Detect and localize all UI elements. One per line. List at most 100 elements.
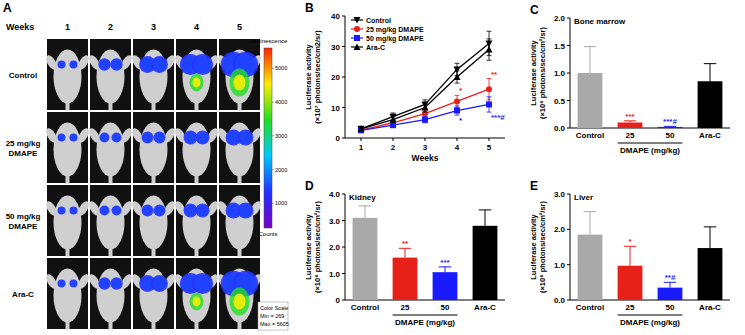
y-tick	[342, 220, 345, 221]
colorbar-tick-label: 4000	[275, 99, 287, 105]
error-bar	[479, 210, 491, 226]
image-bg	[133, 39, 174, 110]
x-tick-label: 25	[626, 303, 635, 312]
bar	[393, 258, 418, 300]
image-bg	[176, 185, 217, 256]
group-label-line: DMAPE	[9, 149, 39, 158]
legend-label: 25 mg/kg DMAPE	[366, 26, 424, 34]
y-tick	[567, 229, 570, 230]
mouse-image	[173, 185, 220, 257]
y-tick-label: 40	[331, 12, 340, 21]
mouse-body	[226, 123, 254, 177]
colorbar-unit: Counts	[258, 231, 277, 237]
signal-spot	[110, 58, 122, 70]
mouse-tail	[66, 322, 70, 330]
image-bg	[176, 39, 217, 110]
colorbar	[264, 48, 272, 228]
signal-spot	[98, 58, 110, 70]
error-bar	[423, 103, 428, 112]
y-tick	[567, 128, 570, 129]
marker	[486, 86, 492, 92]
y-tick-label: 30	[331, 43, 340, 52]
group-label-line: 25 mg/kg	[6, 139, 41, 148]
plot-area	[578, 212, 723, 300]
x-tick	[393, 138, 394, 141]
bar	[473, 226, 498, 300]
mouse-tail	[152, 176, 156, 184]
mouse-tail	[195, 103, 199, 111]
image-bg	[133, 185, 174, 256]
bar	[658, 288, 683, 300]
scale-label: Color Scale	[260, 305, 288, 311]
scale-label: Min = 269	[260, 313, 284, 319]
image-bg	[133, 112, 174, 183]
signal-spot	[196, 131, 210, 145]
image-bg	[219, 39, 260, 110]
week-label: 1	[65, 22, 70, 32]
group-bracket	[618, 315, 683, 316]
mouse-body	[54, 269, 82, 323]
marker	[486, 101, 492, 107]
colorbar-tick-label: 3000	[275, 133, 287, 139]
mouse-body	[183, 196, 211, 250]
y-tick	[567, 100, 570, 101]
y-tick	[567, 45, 570, 46]
marker	[454, 108, 460, 114]
legend-marker	[354, 35, 360, 41]
panel-label: C	[530, 3, 539, 17]
bar	[433, 272, 458, 300]
signal-spot	[100, 206, 110, 216]
y-axis-label: Luciferase activity	[304, 213, 313, 279]
mouse-tail	[238, 322, 242, 330]
error-bar	[359, 206, 371, 218]
mouse-image	[130, 185, 177, 257]
mouse-body	[140, 50, 168, 104]
significance: *	[628, 237, 632, 246]
series-line	[361, 104, 489, 130]
mouse-limb	[44, 127, 59, 145]
signal-spot	[184, 131, 198, 145]
y-axis	[570, 194, 571, 300]
x-tick-label: 2	[391, 143, 396, 152]
colorbar-tick	[272, 135, 274, 136]
x-tick-label: Ara-C	[699, 303, 721, 312]
mouse-tail	[152, 103, 156, 111]
error-bar	[487, 97, 492, 112]
image-bg	[47, 185, 88, 256]
y-tick-label: 3.0	[329, 217, 341, 226]
significance: *	[459, 86, 463, 95]
x-tick-label: Control	[576, 131, 604, 140]
colorbar-tick-label: 2000	[275, 167, 287, 173]
week-label: 3	[151, 22, 156, 32]
mouse-limb	[76, 200, 91, 218]
mouse-limb	[44, 273, 59, 291]
error-bar	[704, 64, 716, 82]
group-label: 25 mg/kgDMAPE	[6, 139, 41, 158]
image-bg	[176, 258, 217, 329]
chart-title: Liver	[574, 193, 593, 202]
y-axis-label: Luciferase activity	[304, 43, 313, 109]
weeks-label: Weeks	[6, 22, 34, 32]
signal-spot	[142, 205, 154, 217]
mouse-image	[173, 112, 220, 184]
mouse-limb	[76, 54, 91, 72]
image-bg	[90, 185, 131, 256]
mouse-body	[140, 196, 168, 250]
error-bar	[584, 212, 596, 235]
image-bg	[176, 112, 217, 183]
mouse-limb	[44, 54, 59, 72]
figure: AWeeks12345Control25 mg/kgDMAPE50 mg/kgD…	[0, 0, 745, 335]
group-label-line: Ara-C	[12, 290, 34, 299]
image-bg	[90, 39, 131, 110]
mouse-image	[130, 112, 177, 184]
mouse-tail	[109, 176, 113, 184]
bar	[618, 266, 643, 300]
image-bg	[47, 258, 88, 329]
marker	[454, 98, 460, 104]
signal-spot	[190, 74, 204, 92]
x-tick-label: 50	[666, 303, 675, 312]
mouse-tail	[195, 249, 199, 257]
significance: ***	[625, 112, 635, 121]
error-bar	[455, 71, 460, 83]
signal-spot	[238, 203, 254, 219]
